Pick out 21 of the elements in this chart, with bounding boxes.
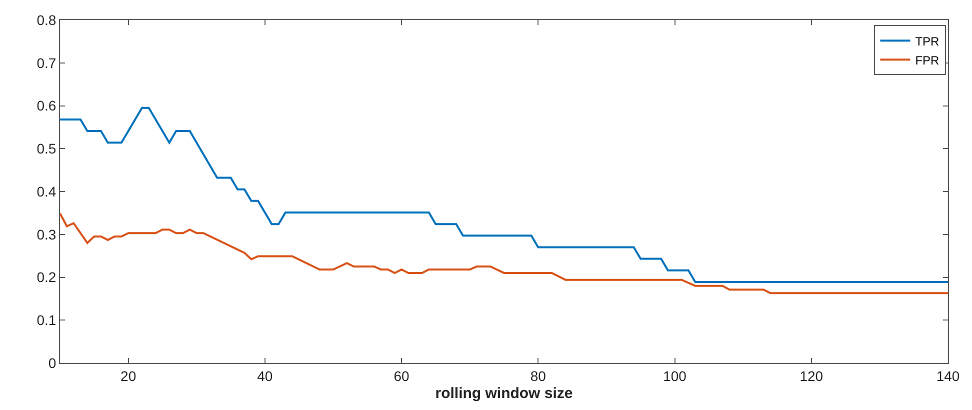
y-tick-label: 0.3 bbox=[36, 226, 56, 242]
legend-label: TPR bbox=[915, 34, 940, 48]
y-tick-label: 0.2 bbox=[36, 269, 56, 286]
y-tick-label: 0.1 bbox=[36, 312, 56, 328]
x-tick-label: 120 bbox=[800, 368, 824, 384]
x-tick-label: 100 bbox=[663, 368, 687, 384]
legend-label: FPR bbox=[915, 53, 940, 68]
y-tick-label: 0.6 bbox=[36, 98, 56, 114]
x-tick-label: 20 bbox=[120, 368, 136, 384]
x-tick-label: 140 bbox=[936, 368, 960, 384]
y-tick-label: 0.4 bbox=[36, 183, 56, 200]
line-series bbox=[60, 106, 948, 283]
x-tick-label: 60 bbox=[394, 368, 410, 384]
x-tick-label: 40 bbox=[257, 368, 273, 384]
y-tick-label: 0.8 bbox=[36, 12, 56, 28]
y-tick-label: 0.7 bbox=[36, 54, 56, 71]
line-series bbox=[60, 212, 948, 294]
y-tick-label: 0 bbox=[48, 354, 56, 371]
y-tick-label: 0.5 bbox=[36, 140, 56, 157]
x-tick-label: 80 bbox=[530, 368, 546, 384]
x-axis-title: rolling window size bbox=[435, 384, 573, 402]
